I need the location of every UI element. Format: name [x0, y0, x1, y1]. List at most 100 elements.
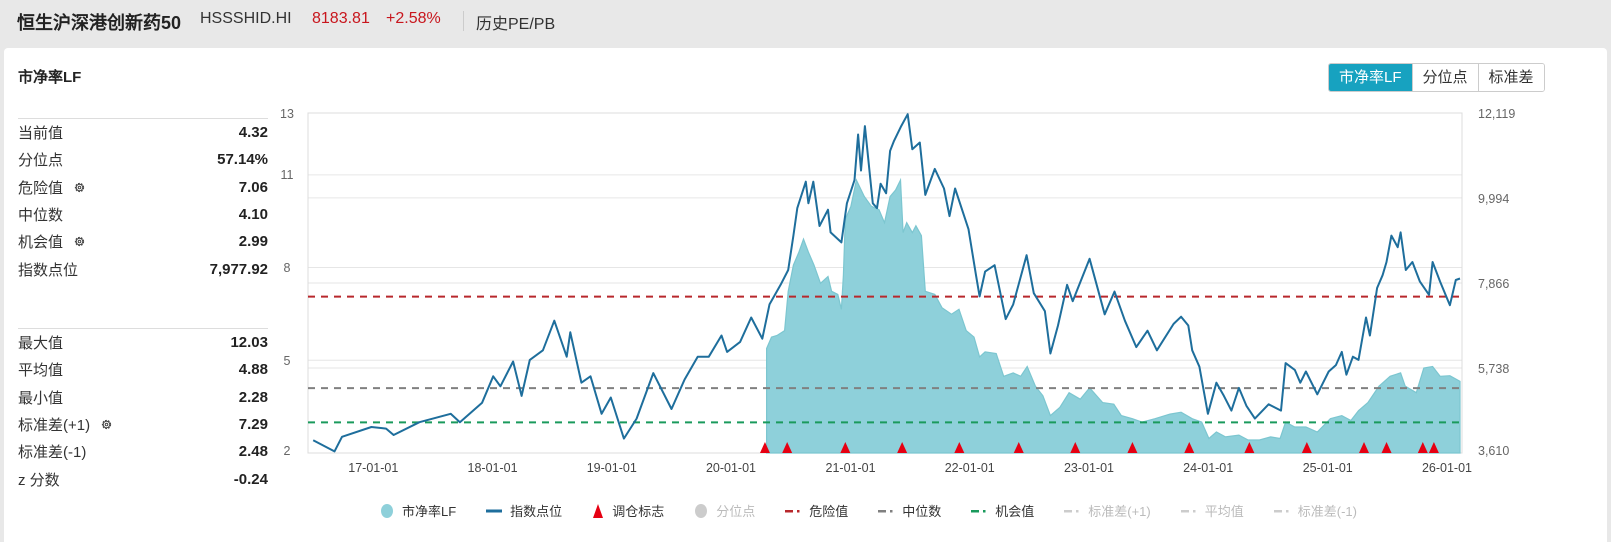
stat-label-wrap: 机会值 [18, 231, 86, 252]
legend-label: 危险值 [809, 504, 849, 519]
x-tick-label: 21-01-01 [825, 461, 876, 475]
legend-item[interactable]: 平均值 [1180, 501, 1244, 520]
chart-legend: 市净率LF 指数点位 调仓标志 分位点 危险值 中位数 机会值 标准差(+1) 平均值 标准差(-… [380, 501, 1387, 520]
legend-item[interactable]: 中位数 [878, 501, 941, 520]
legend-item[interactable]: 指数点位 [486, 501, 562, 520]
stat-label-wrap: z 分数 [18, 469, 60, 490]
stat-label: 危险值 [18, 179, 64, 197]
legend-label: 市净率LF [402, 504, 457, 519]
gear-icon[interactable] [73, 235, 86, 248]
gear-icon[interactable] [100, 418, 113, 431]
stat-label: z 分数 [18, 471, 60, 489]
stat-value: 4.88 [238, 361, 268, 379]
rebalance-marker [1127, 442, 1138, 453]
stat-row: 指数点位 7,977.92 [18, 255, 268, 282]
tab-percentile[interactable]: 分位点 [1411, 64, 1478, 91]
index-name: 恒生沪深港创新药50 [17, 13, 182, 33]
stat-label-wrap: 标准差(-1) [18, 441, 86, 462]
y-left-tick: 2 [283, 444, 291, 458]
legend-dash-icon [878, 509, 893, 512]
y-right-tick: 3,610 [1478, 444, 1510, 458]
stat-label-wrap: 当前值 [18, 122, 63, 143]
stat-label-wrap: 标准差(+1) [18, 414, 113, 435]
legend-label: 指数点位 [510, 504, 563, 519]
stat-value: 7.29 [238, 416, 268, 434]
tab-std-dev[interactable]: 标准差 [1477, 64, 1544, 91]
legend-item[interactable]: 危险值 [785, 501, 848, 520]
stat-label-wrap: 分位点 [18, 149, 63, 170]
x-tick-label: 20-01-01 [705, 461, 756, 475]
header-bar: 恒生沪深港创新药50 HSSSHID.HI 8183.81 +2.58% 历史P… [0, 0, 1611, 42]
stat-row: 标准差(-1) 2.48 [18, 438, 268, 465]
stat-row: 平均值 4.88 [18, 356, 268, 383]
stat-value: 2.48 [238, 443, 268, 461]
stat-label-wrap: 危险值 [18, 177, 86, 198]
history-pe-pb-link[interactable]: 历史PE/PB [476, 16, 556, 33]
y-right-tick: 12,119 [1478, 107, 1516, 121]
y-right-tick: 7,866 [1478, 277, 1510, 291]
legend-item[interactable]: 标准差(-1) [1273, 501, 1357, 520]
x-tick-label: 26-01-01 [1421, 461, 1472, 475]
x-tick-label: 22-01-01 [944, 461, 995, 475]
pb-area-series [765, 177, 1461, 454]
stat-value: 4.10 [238, 206, 268, 224]
rebalance-marker [1301, 442, 1312, 453]
stats-group-current: 当前值 4.32 分位点 57.14% 危险值 7.06 中位数 4.10 机会值 2.99 指数点… [18, 118, 268, 283]
gear-icon[interactable] [73, 181, 86, 194]
pb-chart[interactable] [270, 100, 1520, 490]
index-price: 8183.81 [312, 10, 370, 27]
stat-label-wrap: 最大值 [18, 332, 63, 353]
stat-row: 当前值 4.32 [18, 119, 268, 146]
x-tick-label: 18-01-01 [467, 461, 518, 475]
x-tick-label: 24-01-01 [1183, 461, 1234, 475]
tab-pb-lf[interactable]: 市净率LF [1329, 64, 1412, 91]
stat-label: 中位数 [18, 207, 64, 225]
stat-row: 中位数 4.10 [18, 201, 268, 228]
legend-dash-icon [1273, 509, 1289, 512]
legend-item[interactable]: 调仓标志 [592, 501, 664, 520]
x-tick-label: 23-01-01 [1063, 461, 1114, 475]
y-left-tick: 5 [283, 354, 291, 368]
legend-circle-icon [695, 503, 708, 518]
legend-dash-icon [971, 509, 986, 512]
legend-circle-icon [381, 503, 393, 518]
legend-label: 分位点 [716, 504, 756, 519]
rebalance-marker [1381, 442, 1392, 453]
stat-label-wrap: 中位数 [18, 204, 63, 225]
x-tick-label: 17-01-01 [348, 461, 399, 475]
legend-dash-icon [785, 509, 800, 512]
rebalance-marker [759, 442, 770, 453]
legend-item[interactable]: 机会值 [971, 501, 1034, 520]
y-right-tick: 5,738 [1478, 362, 1510, 376]
rebalance-marker [1013, 442, 1024, 453]
stat-label: 最小值 [18, 389, 64, 407]
rebalance-marker [897, 442, 908, 453]
stat-label: 指数点位 [18, 261, 79, 279]
stat-label: 最大值 [18, 335, 64, 353]
rebalance-marker [1244, 442, 1255, 453]
index-code: HSSSHID.HI [200, 10, 292, 27]
stat-row: 最大值 12.03 [18, 329, 268, 356]
rebalance-marker [782, 442, 793, 453]
legend-line-icon [486, 509, 503, 512]
legend-label: 标准差(+1) [1088, 504, 1151, 519]
legend-item[interactable]: 分位点 [694, 501, 755, 520]
legend-dash-icon [1180, 509, 1196, 512]
index-change: +2.58% [386, 10, 441, 27]
stat-label-wrap: 平均值 [18, 359, 63, 380]
stat-row: 机会值 2.99 [18, 228, 268, 255]
legend-item[interactable]: 市净率LF [380, 501, 456, 520]
rebalance-marker [1417, 442, 1428, 453]
legend-triangle-icon [593, 503, 604, 518]
stat-value: 7,977.92 [209, 260, 268, 278]
stat-row: 危险值 7.06 [18, 174, 268, 201]
rebalance-marker [1070, 442, 1081, 453]
stat-label: 标准差(-1) [18, 444, 87, 462]
x-tick-label: 19-01-01 [586, 461, 637, 475]
legend-item[interactable]: 标准差(+1) [1064, 501, 1151, 520]
panel-title: 市净率LF [18, 69, 82, 86]
divider [463, 11, 464, 31]
x-tick-label: 25-01-01 [1302, 461, 1353, 475]
stat-label: 当前值 [18, 125, 64, 143]
legend-label: 机会值 [995, 504, 1035, 519]
